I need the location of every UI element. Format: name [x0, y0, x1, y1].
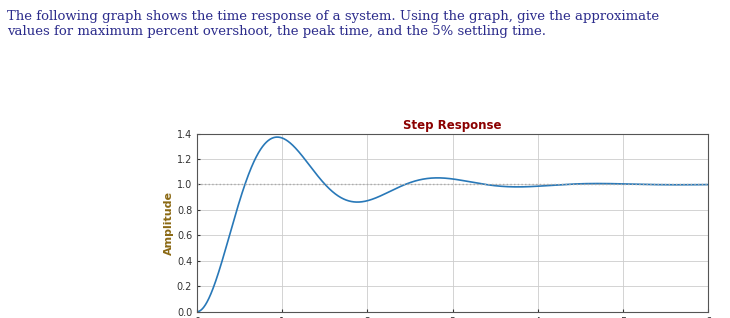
Y-axis label: Amplitude: Amplitude: [164, 190, 174, 255]
Title: Step Response: Step Response: [404, 119, 502, 132]
Text: The following graph shows the time response of a system. Using the graph, give t: The following graph shows the time respo…: [7, 10, 659, 38]
